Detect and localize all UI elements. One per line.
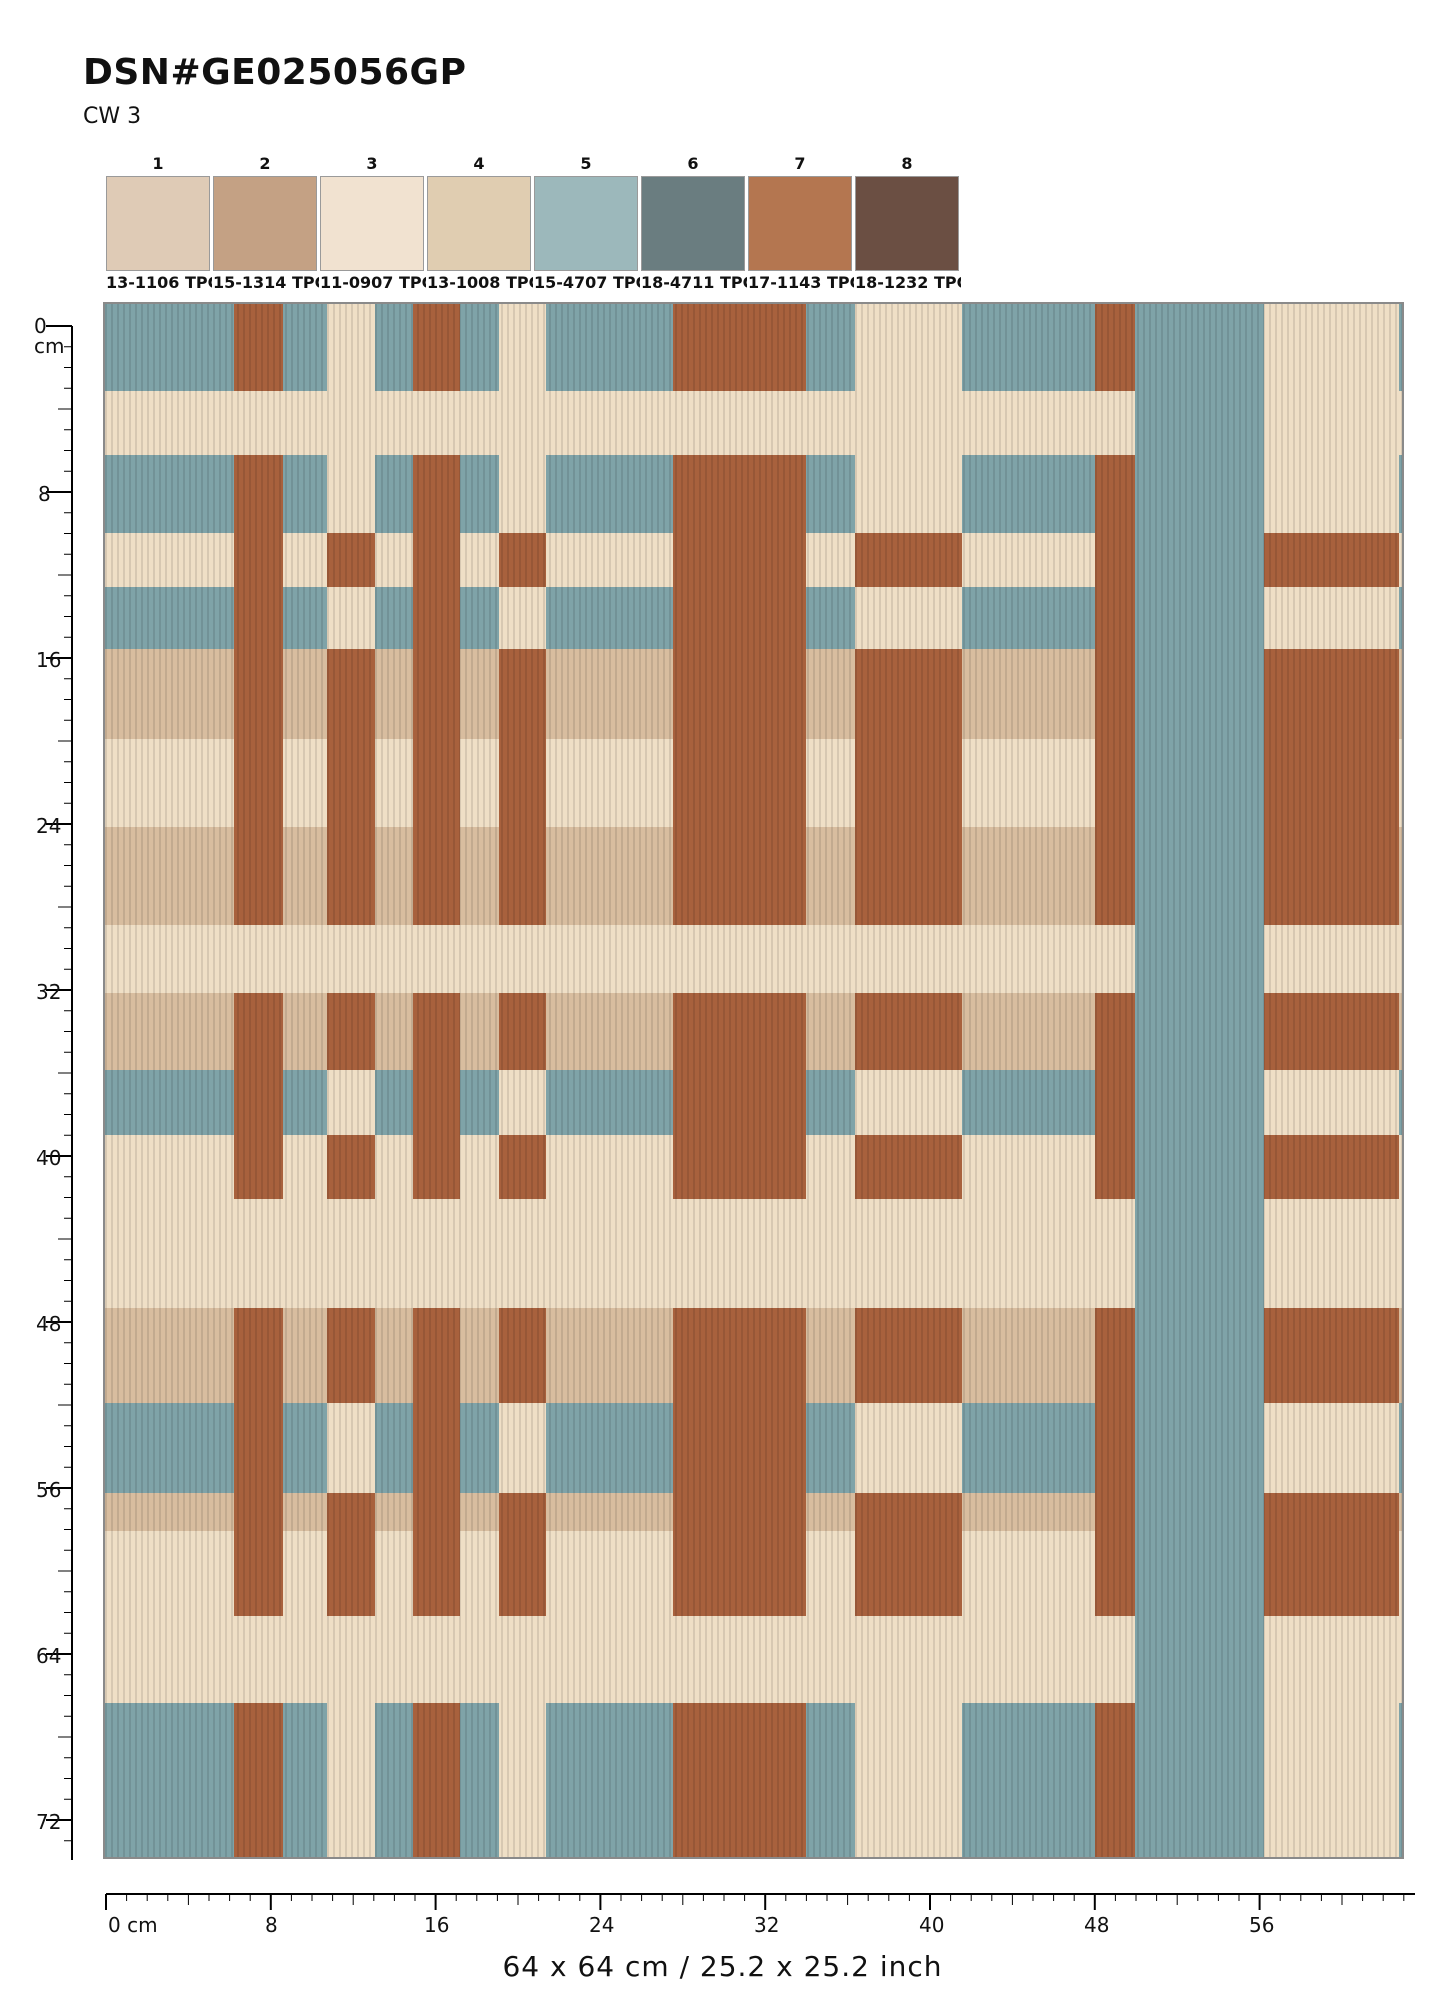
swatch-number: 1 — [152, 154, 164, 173]
swatch-number: 6 — [687, 154, 699, 173]
ruler-label: 8 — [265, 1913, 278, 1937]
ruler-label: 64 — [36, 1644, 62, 1668]
swatch-code: 18-4711 TPG — [641, 273, 747, 292]
color-swatch — [855, 176, 959, 271]
size-label: 64 x 64 cm / 25.2 x 25.2 inch — [502, 1950, 943, 1983]
swatch-number: 4 — [473, 154, 485, 173]
plaid-pattern — [105, 304, 1402, 1857]
ruler-label: 72 — [36, 1810, 62, 1834]
swatch-number: 8 — [901, 154, 913, 173]
ruler-label: 0 — [34, 314, 47, 338]
ruler-label: 48 — [36, 1312, 62, 1336]
swatch-number: 2 — [259, 154, 271, 173]
swatch-number: 5 — [580, 154, 592, 173]
ruler-label: 24 — [589, 1913, 615, 1937]
color-swatch — [641, 176, 745, 271]
swatch-code: 13-1106 TPG — [106, 273, 212, 292]
color-swatch — [213, 176, 317, 271]
ruler-label: 56 — [1249, 1913, 1275, 1937]
ruler-label: 32 — [754, 1913, 780, 1937]
ruler-label: 32 — [36, 980, 62, 1004]
ruler-label: 40 — [919, 1913, 945, 1937]
pattern-artwork — [103, 302, 1404, 1859]
swatch-code: 18-1232 TPG — [855, 273, 961, 292]
design-title: DSN#GE025056GP — [83, 52, 467, 93]
color-swatch — [106, 176, 210, 271]
swatch-number: 3 — [366, 154, 378, 173]
ruler-label: 16 — [424, 1913, 450, 1937]
swatch-code: 15-4707 TPG — [534, 273, 640, 292]
ruler-label: 24 — [36, 814, 62, 838]
color-swatch — [534, 176, 638, 271]
color-swatch — [320, 176, 424, 271]
left-ruler — [46, 325, 73, 1860]
ruler-unit: cm — [34, 334, 65, 358]
color-swatch — [427, 176, 531, 271]
color-swatch — [748, 176, 852, 271]
bottom-ruler — [105, 1893, 1415, 1910]
swatch-code: 11-0907 TPG — [320, 273, 426, 292]
swatch-code: 15-1314 TPG — [213, 273, 319, 292]
ruler-label: 8 — [38, 482, 51, 506]
ruler-label: 16 — [36, 648, 62, 672]
swatch-number: 7 — [794, 154, 806, 173]
swatch-code: 17-1143 TPG — [748, 273, 854, 292]
ruler-label: 40 — [36, 1146, 62, 1170]
ruler-label: 56 — [36, 1478, 62, 1502]
texture-overlay — [105, 304, 1402, 1857]
ruler-label: 0 cm — [108, 1913, 158, 1937]
colorway-label: CW 3 — [83, 104, 142, 129]
swatch-code: 13-1008 TPG — [427, 273, 533, 292]
ruler-label: 48 — [1084, 1913, 1110, 1937]
